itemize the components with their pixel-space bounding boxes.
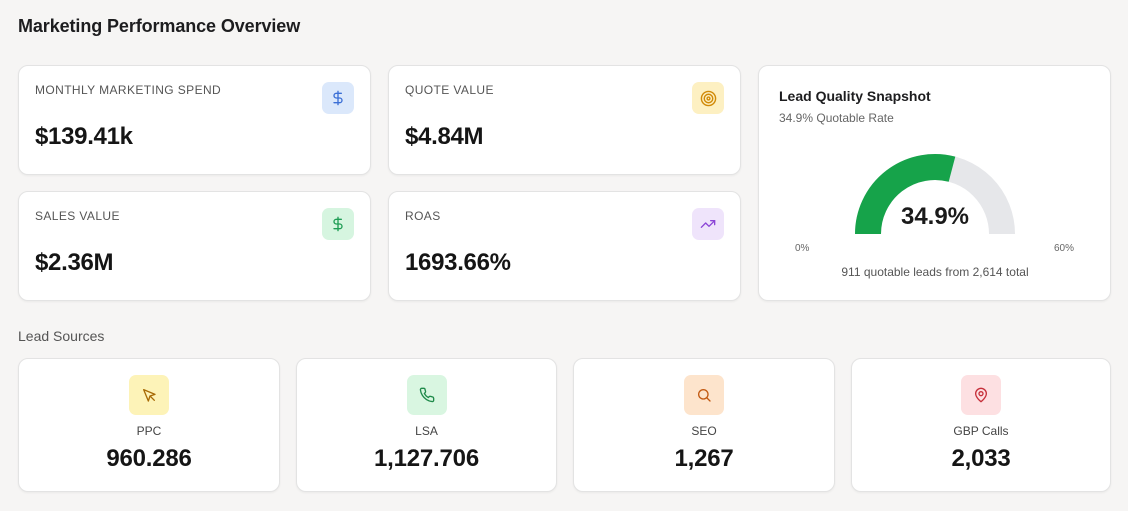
lead-sources-heading: Lead Sources (18, 328, 105, 344)
lead-source-card-seo: SEO 1,267 (573, 358, 835, 492)
quotable-rate-gauge (855, 154, 1015, 235)
kpi-label: QUOTE VALUE (405, 83, 494, 97)
search-icon (684, 375, 724, 415)
lead-source-value: 1,127.706 (374, 445, 479, 472)
target-icon (692, 82, 724, 114)
lead-source-card-lsa: LSA 1,127.706 (296, 358, 557, 492)
dollar-icon (322, 82, 354, 114)
phone-icon (406, 375, 447, 415)
gauge-max-label: 60% (1053, 243, 1074, 254)
lead-source-card-ppc: PPC 960.286 (18, 358, 280, 492)
trending-up-icon (692, 208, 724, 240)
dollar-icon (322, 208, 354, 240)
lead-source-label: PPC (136, 424, 162, 438)
kpi-value: $4.84M (405, 123, 484, 150)
lead-source-value: 2,033 (951, 445, 1011, 472)
map-pin-icon (961, 375, 1001, 415)
kpi-label: MONTHLY MARKETING SPEND (35, 83, 222, 97)
gauge-subtitle: 34.9% Quotable Rate (779, 111, 894, 125)
cursor-icon (129, 375, 169, 415)
page-title: Marketing Performance Overview (18, 16, 301, 36)
gauge-title: Lead Quality Snapshot (779, 88, 931, 104)
lead-source-label: GBP Calls (953, 424, 1009, 438)
kpi-card-quote-value: QUOTE VALUE $4.84M (388, 65, 741, 175)
gauge-value: 34.9% (900, 203, 970, 230)
kpi-value: $2.36M (35, 249, 114, 276)
kpi-card-monthly-spend: MONTHLY MARKETING SPEND $139.41k (18, 65, 371, 175)
gauge-footnote: 911 quotable leads from 2,614 total (841, 265, 1029, 279)
kpi-card-roas: ROAS 1693.66% (388, 191, 741, 301)
kpi-value: 1693.66% (405, 249, 511, 276)
kpi-card-sales-value: SALES VALUE $2.36M (18, 191, 371, 301)
gauge-min-label: 0% (795, 243, 810, 254)
lead-source-value: 960.286 (106, 445, 192, 472)
kpi-value: $139.41k (35, 123, 133, 150)
lead-source-value: 1,267 (674, 445, 734, 472)
lead-source-label: LSA (415, 424, 438, 438)
lead-quality-card: Lead Quality Snapshot 34.9% Quotable Rat… (758, 65, 1111, 301)
kpi-label: ROAS (405, 209, 441, 223)
lead-source-label: SEO (691, 424, 717, 438)
lead-source-card-gbp-calls: GBP Calls 2,033 (851, 358, 1111, 492)
kpi-label: SALES VALUE (35, 209, 120, 223)
gauge-fill (855, 154, 956, 235)
